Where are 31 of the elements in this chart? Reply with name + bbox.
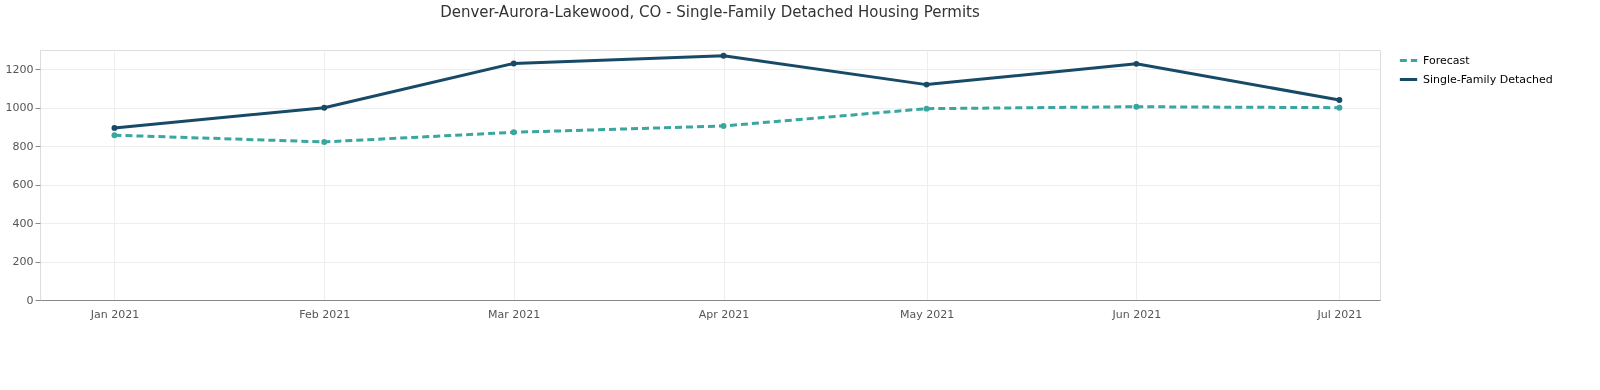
point	[111, 124, 118, 131]
x-tick-label: Jul 2021	[1316, 307, 1363, 321]
point	[1336, 97, 1343, 103]
x-tick-label: May 2021	[899, 307, 955, 321]
chart-title: Denver-Aurora-Lakewood, CO - Single-Family Detached Housing Permits	[440, 3, 980, 21]
point	[510, 60, 517, 67]
point	[321, 104, 328, 111]
point	[923, 105, 930, 112]
point	[111, 132, 118, 139]
point	[1133, 60, 1140, 67]
point	[720, 52, 727, 59]
x-tick-label: Feb 2021	[299, 307, 351, 321]
point	[1133, 103, 1140, 110]
y-tick-label: 1200	[5, 62, 34, 76]
x-tick-label: Jun 2021	[1111, 307, 1162, 321]
point	[923, 81, 930, 88]
point	[321, 138, 328, 145]
point	[720, 123, 727, 129]
legend-label: Forecast	[1423, 53, 1471, 67]
legend-label: Single-Family Detached	[1423, 72, 1553, 86]
x-tick-label: Mar 2021	[488, 307, 541, 321]
y-tick-label: 800	[12, 139, 34, 153]
y-tick-label: 600	[12, 178, 34, 192]
y-tick-label: 1000	[5, 101, 34, 115]
y-tick-label: 200	[12, 255, 34, 269]
x-tick-label: Jan 2021	[89, 307, 140, 321]
point	[1336, 104, 1343, 111]
x-tick-label: Apr 2021	[698, 307, 750, 321]
y-tick-label: 0	[26, 293, 34, 307]
y-tick-label: 400	[12, 216, 34, 230]
point	[510, 129, 517, 136]
